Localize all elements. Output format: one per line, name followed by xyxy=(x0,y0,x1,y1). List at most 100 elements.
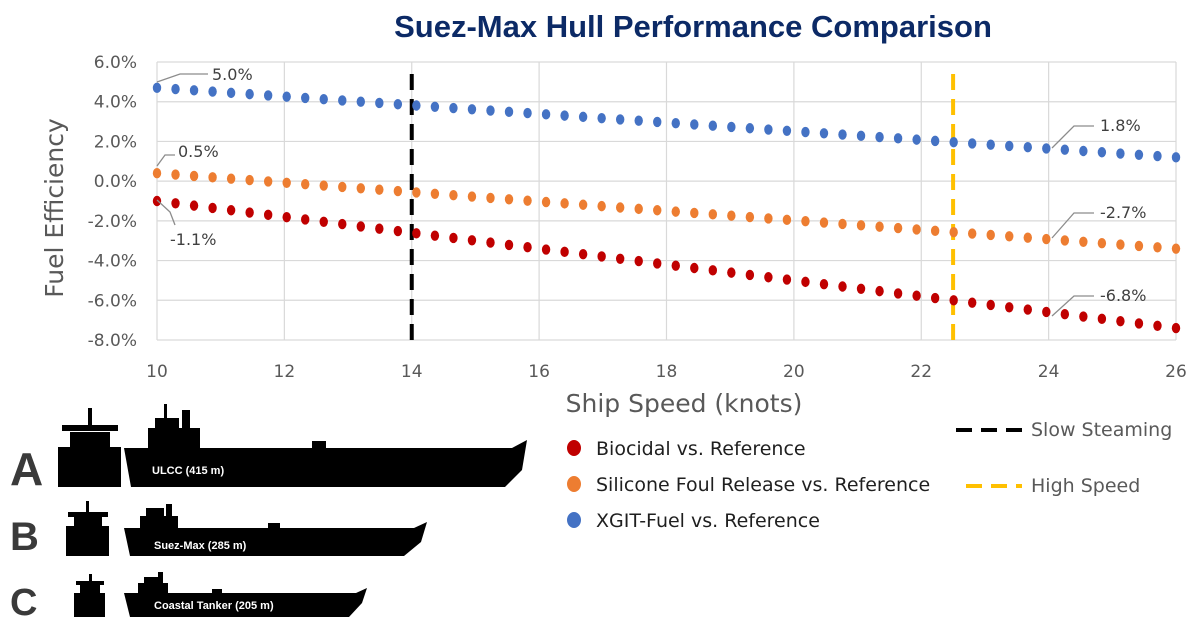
legend-label: Silicone Foul Release vs. Reference xyxy=(596,474,930,496)
data-point xyxy=(356,183,365,194)
data-point xyxy=(968,297,977,308)
data-point xyxy=(1134,240,1144,252)
data-point xyxy=(727,121,736,133)
data-point xyxy=(301,214,310,225)
data-point xyxy=(226,173,236,184)
ship-side-view-icon xyxy=(124,404,527,487)
series-group xyxy=(152,82,1181,163)
data-point xyxy=(856,283,866,295)
data-point xyxy=(653,116,662,128)
y-tick-label: 2.0% xyxy=(94,132,137,152)
data-point xyxy=(263,209,273,221)
data-point xyxy=(597,200,606,212)
data-point xyxy=(745,269,755,281)
legend-item-silicone[interactable]: Silicone Foul Release vs. Reference xyxy=(567,474,930,496)
data-point xyxy=(412,228,421,239)
data-point xyxy=(727,210,736,221)
data-point xyxy=(282,91,291,102)
legend-item-high-speed[interactable]: High Speed xyxy=(966,475,1140,497)
ship-row-a: A ULCC (415 m) xyxy=(10,404,527,495)
data-point xyxy=(893,133,903,144)
data-point xyxy=(1005,231,1014,242)
data-point xyxy=(727,267,736,278)
data-point xyxy=(875,221,884,232)
data-point xyxy=(1153,320,1162,331)
data-point xyxy=(412,187,421,198)
data-point xyxy=(541,196,551,208)
data-point xyxy=(226,205,236,216)
data-point xyxy=(504,106,514,118)
data-point xyxy=(838,218,847,230)
data-point xyxy=(819,128,829,139)
ship-row-b: B Suez-Max (285 m) xyxy=(10,501,427,559)
data-point xyxy=(189,200,199,211)
y-tick-label: -8.0% xyxy=(88,331,137,351)
data-point xyxy=(504,194,514,205)
data-point xyxy=(912,134,921,145)
data-point xyxy=(486,192,495,204)
data-point xyxy=(430,188,440,199)
data-point xyxy=(245,174,254,186)
data-point xyxy=(893,288,903,299)
legend-item-biocidal[interactable]: Biocidal vs. Reference xyxy=(567,438,806,460)
data-point xyxy=(375,184,384,195)
x-tick-label: 14 xyxy=(401,362,423,382)
data-point xyxy=(893,222,903,234)
ship-letter: A xyxy=(10,443,43,495)
data-point xyxy=(838,129,847,140)
data-point xyxy=(615,253,625,264)
data-point xyxy=(393,185,403,197)
data-point xyxy=(930,135,940,147)
data-point xyxy=(578,111,588,123)
data-point xyxy=(745,211,755,223)
data-point xyxy=(968,138,977,149)
data-point xyxy=(1042,233,1051,245)
data-point xyxy=(393,225,403,237)
data-point xyxy=(801,276,810,288)
ship-letter: C xyxy=(10,582,37,623)
legend-item-xgit[interactable]: XGIT-Fuel vs. Reference xyxy=(567,510,820,532)
data-point xyxy=(1042,306,1051,318)
data-point xyxy=(541,244,551,255)
data-point xyxy=(949,136,958,148)
data-point xyxy=(801,216,810,227)
x-tick-label: 26 xyxy=(1165,362,1187,382)
data-point xyxy=(690,207,699,219)
data-point xyxy=(819,217,829,228)
annotation-leader xyxy=(1051,295,1094,317)
data-point xyxy=(1079,145,1088,157)
data-point xyxy=(338,181,347,193)
data-point xyxy=(523,107,532,119)
data-point xyxy=(393,99,403,110)
data-point xyxy=(1116,148,1125,159)
data-point xyxy=(838,281,847,292)
data-point xyxy=(245,88,254,100)
data-point xyxy=(986,139,995,150)
annotation-group: 5.0% 0.5% -1.1% 1.8% -2.7% -6.8% xyxy=(156,65,1146,317)
data-point xyxy=(263,90,273,101)
data-point xyxy=(1097,313,1107,325)
data-point xyxy=(208,86,217,97)
data-point xyxy=(782,125,792,136)
x-tick-label: 12 xyxy=(274,362,296,382)
data-point xyxy=(597,112,606,124)
data-point xyxy=(968,228,977,239)
data-point xyxy=(301,178,310,190)
ship-bow-view-icon xyxy=(66,501,109,556)
data-point xyxy=(375,97,384,109)
data-point xyxy=(949,226,958,238)
data-point xyxy=(449,189,458,201)
data-point xyxy=(801,126,810,138)
legend-item-slow-steaming[interactable]: Slow Steaming xyxy=(956,419,1172,441)
data-point xyxy=(486,237,495,248)
data-point xyxy=(523,242,532,253)
data-point xyxy=(578,248,588,260)
data-point xyxy=(912,290,921,301)
data-point xyxy=(708,120,718,131)
annotation-label: 1.8% xyxy=(1100,116,1141,135)
ship-side-view-icon xyxy=(124,504,427,556)
data-point xyxy=(1116,239,1125,250)
legend-marker-red xyxy=(567,440,581,456)
data-point xyxy=(912,224,921,235)
